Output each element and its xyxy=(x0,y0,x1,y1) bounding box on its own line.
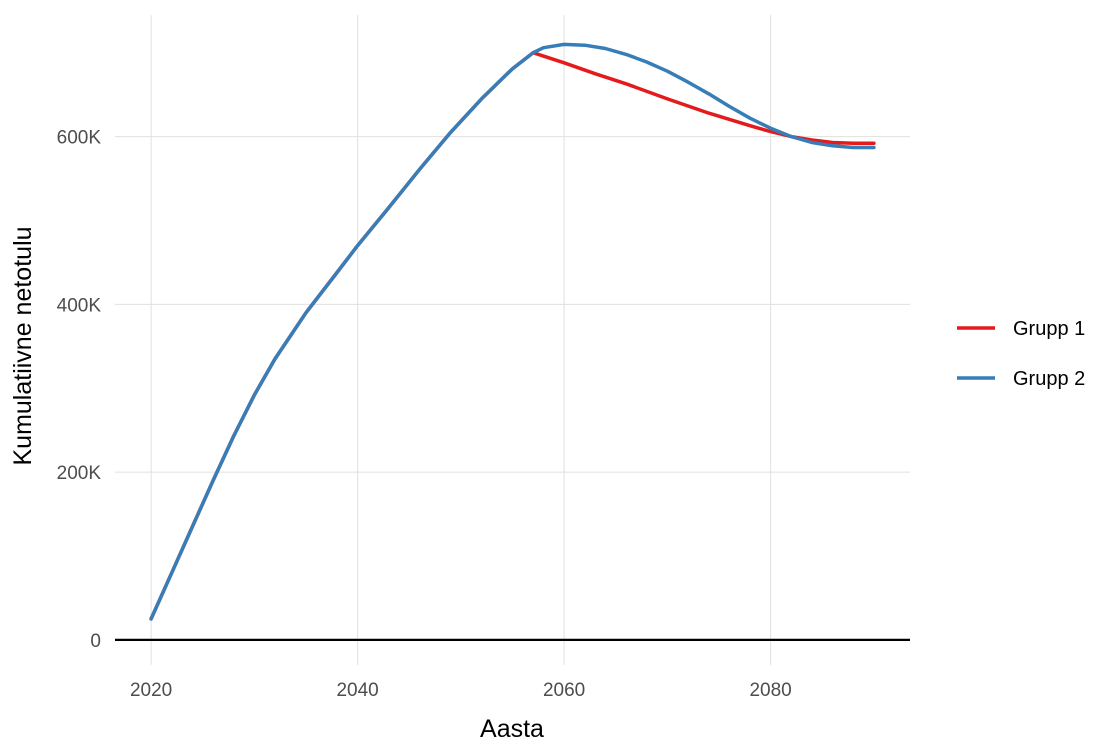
x-tick-label: 2060 xyxy=(543,680,585,701)
x-tick-label: 2020 xyxy=(130,680,172,701)
legend-label-grupp-1: Grupp 1 xyxy=(1013,318,1085,340)
tick-labels: 2020 2040 2060 2080 0 200K 400K 600K xyxy=(57,128,792,701)
x-axis-title: Aasta xyxy=(480,715,544,740)
legend-label-grupp-2: Grupp 2 xyxy=(1013,368,1085,390)
y-tick-label: 200K xyxy=(57,463,102,484)
y-tick-label: 400K xyxy=(57,295,102,316)
y-tick-label: 600K xyxy=(57,128,102,149)
y-tick-label: 0 xyxy=(90,631,101,652)
series-line-2 xyxy=(149,42,876,621)
x-tick-label: 2080 xyxy=(749,680,791,701)
series-line-1 xyxy=(149,50,876,621)
legend: Grupp 1 Grupp 2 xyxy=(957,318,1085,390)
series-layer xyxy=(149,42,876,621)
grid xyxy=(115,15,910,665)
x-tick-label: 2040 xyxy=(336,680,378,701)
y-axis-title: Kumulatiivne netotulu xyxy=(9,226,37,465)
